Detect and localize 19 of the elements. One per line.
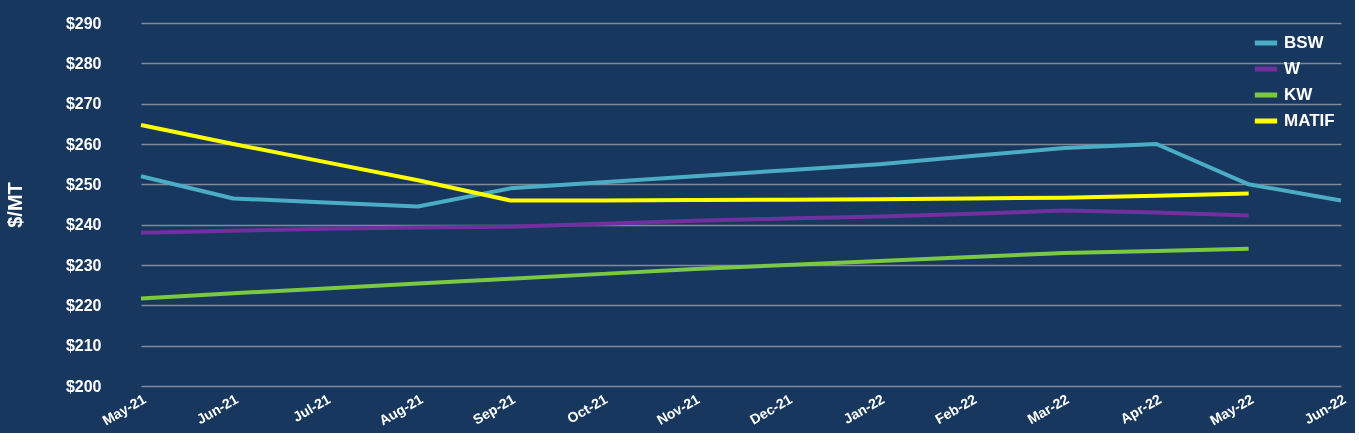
y-axis-title: $/MT <box>3 182 26 228</box>
y-tick-label: $260 <box>65 135 102 153</box>
legend-label: BSW <box>1284 33 1325 52</box>
y-tick-label: $230 <box>65 256 102 274</box>
y-tick-label: $250 <box>65 175 102 193</box>
legend-label: W <box>1284 59 1301 78</box>
line-series <box>139 208 1251 235</box>
y-tick-label: $270 <box>65 95 102 113</box>
line-series <box>139 246 1251 301</box>
y-tick-label: $290 <box>65 14 102 32</box>
y-tick-label: $240 <box>65 216 102 234</box>
line-series <box>139 123 1251 203</box>
y-tick-label: $220 <box>65 296 102 314</box>
y-tick-label: $200 <box>65 377 102 395</box>
y-tick-label: $210 <box>65 337 102 355</box>
line-series <box>139 142 1343 209</box>
legend-label: KW <box>1284 85 1314 104</box>
y-tick-label: $280 <box>65 54 102 72</box>
legend-label: MATIF <box>1284 111 1335 130</box>
